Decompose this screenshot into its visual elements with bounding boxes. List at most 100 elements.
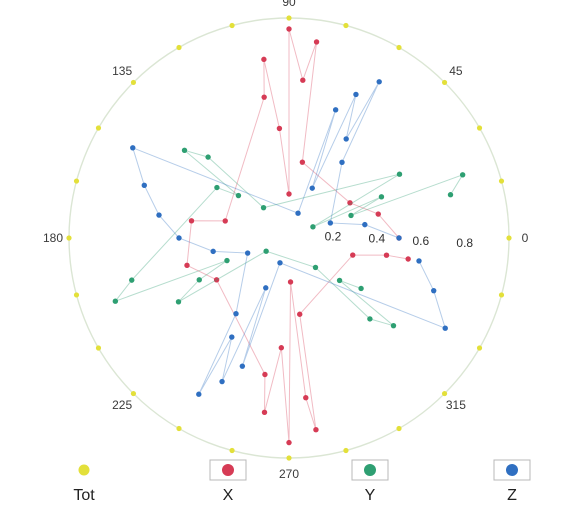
radial-tick-label: 0.2: [325, 229, 342, 243]
angle-tick-label: 270: [279, 467, 299, 481]
data-point: [416, 258, 422, 264]
data-point: [205, 154, 211, 160]
data-point: [442, 325, 448, 331]
legend-label: X: [223, 487, 234, 504]
legend-marker: [506, 464, 518, 476]
legend-marker: [364, 464, 376, 476]
series-group: [66, 15, 512, 461]
data-point: [219, 378, 225, 385]
data-point: [396, 171, 403, 177]
data-point: [312, 264, 319, 271]
data-point: [313, 427, 319, 433]
data-point: [447, 192, 454, 198]
data-point: [286, 15, 292, 21]
data-point: [229, 22, 235, 29]
data-point: [378, 194, 385, 200]
data-point: [233, 310, 239, 317]
data-point: [441, 79, 448, 86]
data-point: [112, 298, 119, 304]
data-point: [376, 79, 382, 85]
data-point: [176, 235, 182, 241]
data-point: [239, 363, 246, 369]
data-point: [309, 185, 315, 191]
data-point: [262, 371, 268, 378]
data-point: [390, 322, 397, 329]
angle-tick-label: 315: [446, 398, 466, 412]
data-point: [229, 447, 235, 454]
data-point: [343, 447, 349, 454]
data-point: [353, 91, 359, 98]
data-point: [261, 94, 267, 100]
data-point: [396, 425, 402, 432]
data-point: [181, 147, 188, 154]
data-point: [343, 136, 349, 142]
data-point: [156, 212, 162, 218]
data-point: [263, 285, 269, 291]
angle-tick-label: 225: [112, 398, 132, 412]
data-point: [278, 345, 285, 351]
data-point: [176, 425, 182, 432]
data-point: [375, 211, 381, 217]
data-point: [286, 191, 292, 197]
data-point: [350, 252, 356, 258]
series-line: [113, 149, 464, 327]
data-point: [229, 334, 235, 340]
series-group: [184, 26, 411, 446]
data-point: [339, 159, 345, 166]
legend-label: Z: [507, 487, 517, 504]
legend-marker: [222, 464, 234, 476]
data-point: [277, 260, 283, 266]
angle-tick-label: 135: [112, 64, 132, 78]
data-point: [276, 125, 283, 132]
series-group: [112, 147, 466, 329]
data-point: [396, 235, 402, 241]
series-group: [130, 79, 448, 397]
data-point: [73, 178, 80, 184]
data-point: [95, 125, 102, 131]
data-point: [506, 235, 512, 241]
angle-tick-label: 90: [282, 0, 296, 9]
data-point: [332, 107, 339, 113]
data-point: [260, 204, 267, 211]
data-point: [348, 212, 354, 219]
legend-marker: [78, 464, 90, 476]
data-point: [261, 56, 267, 63]
data-point: [286, 439, 292, 446]
data-point: [224, 257, 230, 264]
data-point: [222, 218, 228, 224]
data-point: [498, 292, 505, 298]
data-point: [295, 210, 301, 216]
data-point: [263, 248, 269, 254]
data-point: [383, 252, 390, 258]
data-point: [459, 172, 466, 178]
data-point: [431, 287, 437, 294]
radial-tick-label: 0.4: [369, 232, 386, 246]
data-point: [286, 26, 292, 32]
data-point: [297, 311, 303, 317]
data-point: [235, 192, 242, 199]
data-point: [310, 224, 316, 230]
series-line: [131, 81, 447, 395]
data-point: [210, 248, 216, 255]
data-point: [286, 455, 292, 461]
data-point: [362, 221, 368, 228]
data-point: [130, 390, 137, 397]
data-point: [130, 145, 136, 151]
data-point: [188, 218, 195, 224]
data-point: [287, 279, 294, 285]
data-point: [214, 184, 220, 191]
data-point: [184, 262, 190, 269]
data-point: [66, 235, 72, 241]
data-point: [261, 409, 268, 415]
data-point: [300, 77, 306, 83]
data-point: [313, 39, 320, 45]
data-point: [213, 277, 220, 283]
data-point: [141, 182, 147, 189]
data-point: [336, 277, 343, 284]
data-point: [299, 159, 306, 165]
legend-label: Y: [365, 487, 376, 504]
data-point: [396, 44, 402, 51]
data-point: [347, 200, 353, 206]
